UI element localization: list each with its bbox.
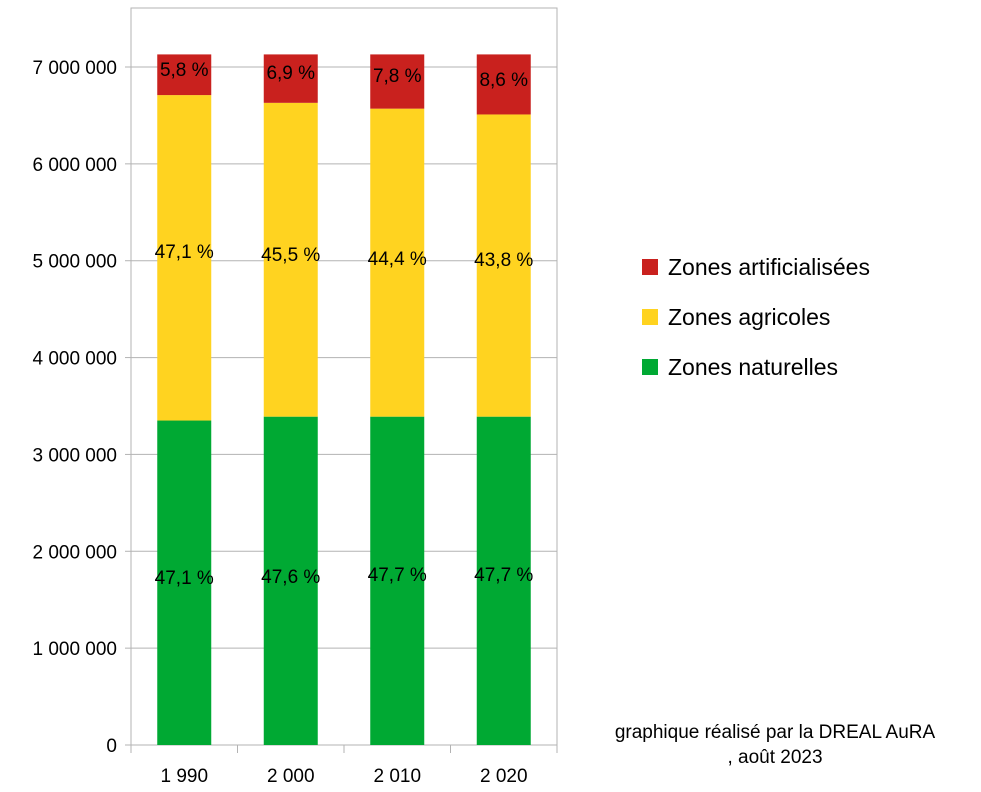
data-label: 44,4 % <box>368 249 427 270</box>
bar-segment <box>476 416 531 745</box>
data-label: 6,9 % <box>266 63 315 84</box>
bar-segment <box>157 95 212 421</box>
legend-label: Zones artificialisées <box>668 254 870 280</box>
x-tick-label: 1 990 <box>160 766 208 787</box>
bar-segment <box>263 54 318 103</box>
chart-credit: graphique réalisé par la DREAL AuRA , ao… <box>565 720 981 770</box>
data-label: 47,1 % <box>155 242 214 263</box>
data-label: 43,8 % <box>474 250 533 271</box>
data-label: 7,8 % <box>373 66 422 87</box>
x-tick-label: 2 000 <box>267 766 315 787</box>
data-label: 5,8 % <box>160 60 209 81</box>
bar-segment <box>263 102 318 417</box>
data-label: 45,5 % <box>261 245 320 266</box>
y-tick-label: 6 000 000 <box>32 155 117 176</box>
bar-segment <box>476 114 531 417</box>
bar-segment <box>263 416 318 745</box>
bar-segment <box>370 416 425 745</box>
data-label: 47,1 % <box>155 568 214 589</box>
x-tick-label: 2 010 <box>373 766 421 787</box>
y-tick-label: 2 000 000 <box>32 542 117 563</box>
legend-swatch <box>642 359 658 375</box>
bar-segment <box>370 108 425 417</box>
bar-segment <box>157 420 212 745</box>
data-label: 47,6 % <box>261 567 320 588</box>
legend-swatch <box>642 309 658 325</box>
y-tick-label: 1 000 000 <box>32 639 117 660</box>
legend-label: Zones agricoles <box>668 304 830 330</box>
x-tick-label: 2 020 <box>480 766 528 787</box>
legend-label: Zones naturelles <box>668 354 838 380</box>
credit-line-1: graphique réalisé par la DREAL AuRA <box>614 722 936 743</box>
legend-swatch <box>642 259 658 275</box>
y-tick-label: 5 000 000 <box>32 252 117 273</box>
data-label: 8,6 % <box>479 70 528 91</box>
bar-segment <box>476 54 531 115</box>
data-label: 47,7 % <box>474 565 533 586</box>
y-tick-label: 0 <box>106 736 117 757</box>
credit-line-2: , août 2023 <box>727 747 823 768</box>
y-tick-label: 7 000 000 <box>32 58 117 79</box>
y-tick-label: 4 000 000 <box>32 349 117 370</box>
bar-segment <box>157 54 212 96</box>
y-tick-label: 3 000 000 <box>32 445 117 466</box>
bar-segment <box>370 54 425 109</box>
data-label: 47,7 % <box>368 565 427 586</box>
